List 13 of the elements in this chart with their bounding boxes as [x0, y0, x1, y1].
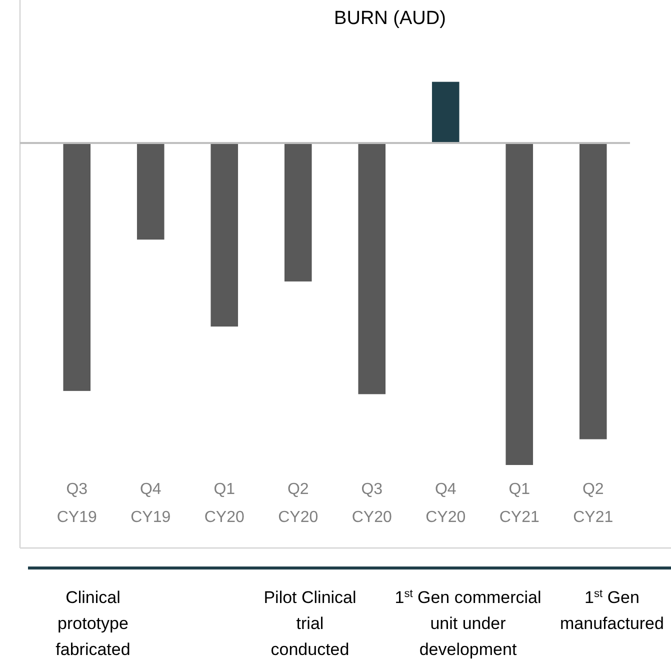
x-tick-label: Q2 CY20 — [278, 481, 318, 526]
x-tick-label: Q1 CY21 — [499, 481, 540, 526]
text: Clinical prototype fabricated — [56, 588, 130, 659]
x-tick-label: Q3 CY19 — [56, 481, 97, 526]
x-tick-label: Q2 CY21 — [573, 481, 614, 526]
text: Pilot Clinical trial conducted — [264, 588, 356, 659]
chart-title: BURN (AUD) — [334, 8, 446, 29]
x-tick-label: Q1 CY20 — [204, 481, 244, 526]
x-tick-label: Q4 CY19 — [130, 481, 171, 526]
text: 1$^{st}$ Gen manufactured — [560, 588, 664, 633]
text: 1$^{st}$ Gen commercial unit under development — [394, 588, 542, 659]
x-tick-label: Q3 CY20 — [352, 481, 392, 526]
x-tick-label: Q4 CY20 — [426, 481, 466, 526]
